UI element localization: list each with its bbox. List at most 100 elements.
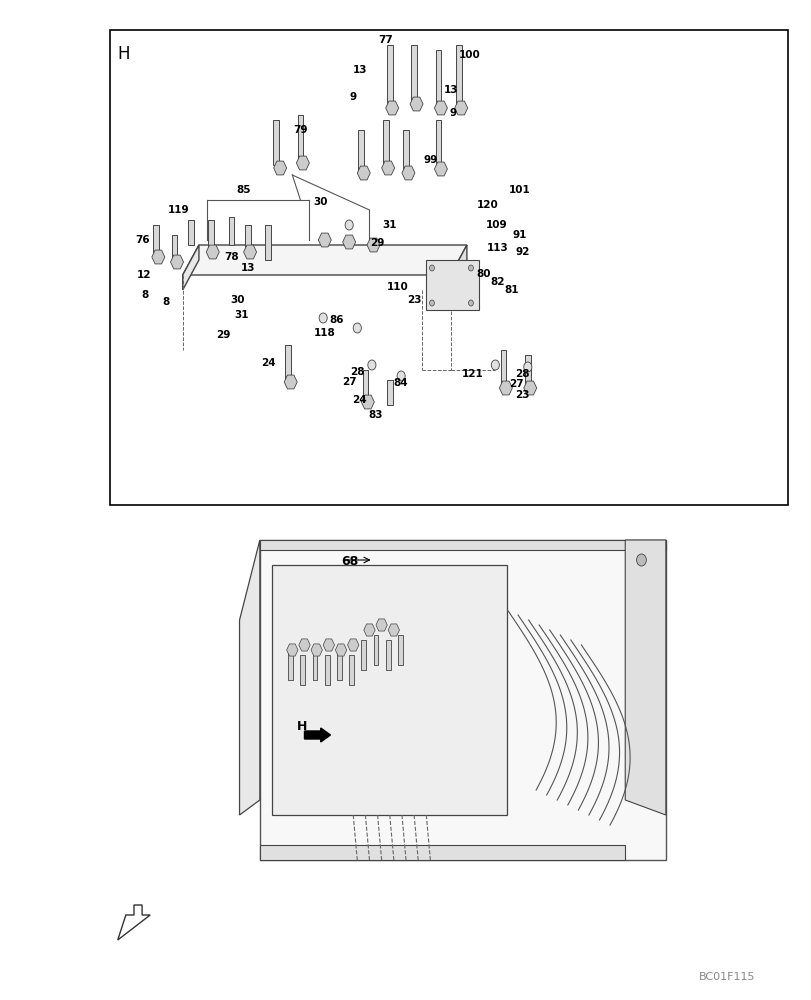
Bar: [288, 650, 293, 680]
Polygon shape: [318, 233, 331, 247]
Text: 79: 79: [293, 125, 307, 135]
Text: 24: 24: [260, 358, 275, 368]
Polygon shape: [454, 101, 467, 115]
Circle shape: [468, 300, 473, 306]
Text: 120: 120: [476, 200, 497, 210]
Bar: [426, 260, 478, 310]
Bar: [285, 345, 290, 380]
Polygon shape: [624, 540, 665, 815]
Bar: [187, 220, 193, 245]
Circle shape: [397, 371, 405, 381]
Text: 12: 12: [136, 270, 151, 280]
Polygon shape: [260, 540, 665, 550]
Bar: [373, 635, 378, 665]
Polygon shape: [381, 161, 394, 175]
Text: 68: 68: [341, 555, 358, 568]
Bar: [300, 655, 305, 685]
Bar: [312, 650, 317, 680]
Bar: [361, 640, 366, 670]
Polygon shape: [311, 644, 322, 656]
Text: 13: 13: [240, 263, 255, 273]
Polygon shape: [296, 156, 309, 170]
Bar: [297, 115, 303, 160]
Text: 27: 27: [341, 377, 356, 387]
Polygon shape: [118, 905, 150, 940]
Polygon shape: [388, 624, 399, 636]
Text: 29: 29: [216, 330, 230, 340]
Polygon shape: [367, 238, 380, 252]
Text: 109: 109: [486, 220, 507, 230]
Polygon shape: [243, 245, 256, 259]
Text: 29: 29: [370, 238, 384, 248]
Text: 119: 119: [168, 205, 189, 215]
Text: 100: 100: [458, 50, 479, 60]
Text: 121: 121: [461, 369, 483, 379]
Bar: [385, 640, 390, 670]
Bar: [264, 225, 271, 260]
Text: 110: 110: [387, 282, 408, 292]
Text: 85: 85: [236, 185, 251, 195]
Polygon shape: [410, 97, 423, 111]
Bar: [229, 217, 234, 245]
Text: 83: 83: [367, 410, 382, 420]
Polygon shape: [361, 395, 374, 409]
Bar: [362, 370, 367, 400]
Bar: [358, 130, 363, 170]
Bar: [436, 50, 441, 105]
Polygon shape: [286, 644, 298, 656]
Circle shape: [367, 360, 375, 370]
Bar: [349, 655, 354, 685]
Text: 118: 118: [314, 328, 335, 338]
Text: 91: 91: [512, 230, 526, 240]
Text: 28: 28: [350, 367, 364, 377]
Bar: [245, 225, 250, 250]
Polygon shape: [434, 162, 447, 176]
Polygon shape: [342, 235, 355, 249]
Text: 24: 24: [352, 395, 367, 405]
Polygon shape: [206, 245, 219, 259]
Text: 30: 30: [313, 197, 328, 207]
Polygon shape: [450, 245, 466, 290]
Bar: [456, 45, 461, 105]
Polygon shape: [363, 624, 375, 636]
Polygon shape: [239, 540, 260, 815]
Bar: [260, 540, 665, 860]
Polygon shape: [170, 255, 183, 269]
Text: 77: 77: [378, 35, 393, 45]
Bar: [386, 45, 393, 105]
Text: 13: 13: [352, 65, 367, 75]
Text: 8: 8: [141, 290, 148, 300]
Bar: [402, 130, 408, 170]
Polygon shape: [357, 166, 370, 180]
Bar: [386, 380, 393, 405]
Circle shape: [429, 265, 434, 271]
Bar: [397, 635, 402, 665]
Polygon shape: [385, 101, 398, 115]
Circle shape: [353, 323, 361, 333]
Circle shape: [468, 265, 473, 271]
Text: 101: 101: [508, 185, 530, 195]
Bar: [272, 565, 507, 815]
Text: 81: 81: [504, 285, 518, 295]
Polygon shape: [335, 644, 346, 656]
Text: 13: 13: [443, 85, 457, 95]
Polygon shape: [499, 381, 512, 395]
Text: 76: 76: [135, 235, 149, 245]
Text: 84: 84: [393, 378, 408, 388]
Polygon shape: [182, 245, 199, 290]
Text: 80: 80: [475, 269, 490, 279]
Bar: [324, 655, 329, 685]
Bar: [525, 355, 530, 385]
Bar: [171, 235, 177, 260]
Text: 78: 78: [224, 252, 238, 262]
Polygon shape: [375, 619, 387, 631]
Polygon shape: [434, 101, 447, 115]
Text: 31: 31: [234, 310, 249, 320]
Text: 113: 113: [487, 243, 508, 253]
Polygon shape: [298, 639, 310, 651]
Text: H: H: [118, 45, 130, 63]
Circle shape: [636, 554, 646, 566]
Polygon shape: [152, 250, 165, 264]
Polygon shape: [401, 166, 414, 180]
Text: 9: 9: [350, 92, 356, 102]
